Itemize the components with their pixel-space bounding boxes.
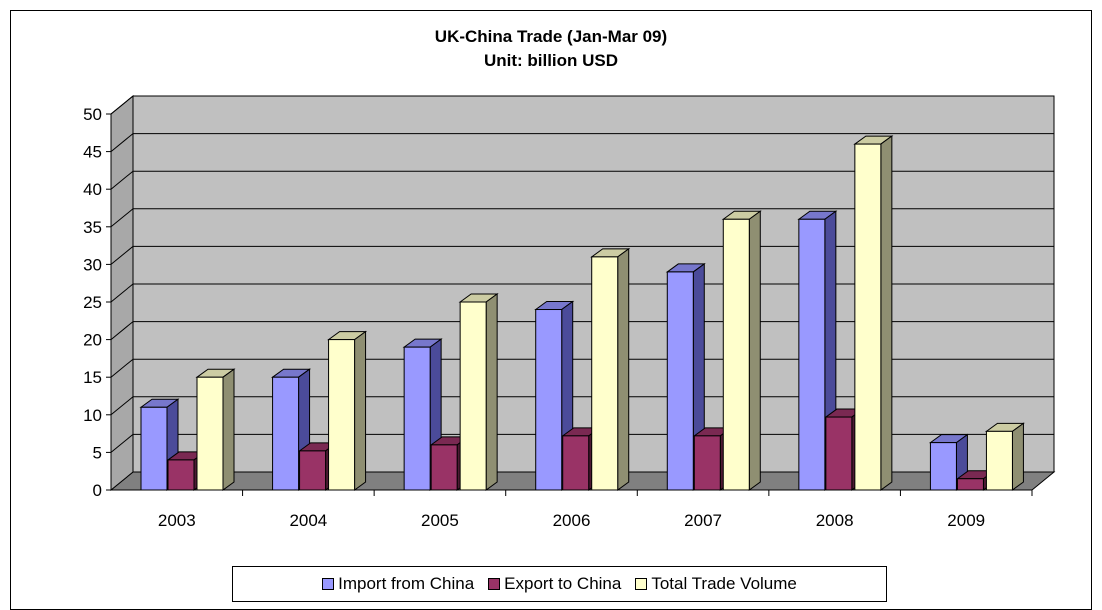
x-tick-label: 2004 bbox=[289, 511, 327, 530]
y-tick-label: 15 bbox=[83, 368, 102, 387]
y-tick-label: 25 bbox=[83, 293, 102, 312]
bar bbox=[853, 135, 894, 491]
legend-swatch-export bbox=[488, 578, 501, 590]
legend-label-import: Import from China bbox=[338, 574, 475, 593]
bar-front bbox=[299, 450, 327, 491]
x-tick-label: 2009 bbox=[947, 511, 985, 530]
bar-front bbox=[956, 478, 984, 491]
gridline-side bbox=[110, 95, 134, 115]
bar-front bbox=[562, 435, 590, 491]
x-tick-labels: 2003 2004 2005 2006 2007 2008 2009 bbox=[158, 490, 1033, 530]
bar bbox=[458, 293, 499, 491]
bar-side bbox=[354, 330, 367, 491]
gridline-side bbox=[110, 208, 134, 228]
bar-front bbox=[403, 346, 431, 491]
legend-swatch-total bbox=[635, 578, 648, 590]
bar bbox=[195, 368, 236, 491]
legend-item-total: Total Trade Volume bbox=[635, 574, 797, 594]
legend: Import from China Export to China Total … bbox=[232, 566, 887, 602]
legend-item-import: Import from China bbox=[322, 574, 474, 594]
y-tick-labels: 0 5 10 15 20 25 30 35 40 45 50 bbox=[83, 105, 111, 500]
bar-side bbox=[617, 247, 630, 491]
y-tick-label: 0 bbox=[93, 481, 102, 500]
x-tick-label: 2003 bbox=[158, 511, 196, 530]
bar-front bbox=[929, 442, 957, 491]
y-tick-label: 20 bbox=[83, 331, 102, 350]
y-tick-label: 40 bbox=[83, 180, 102, 199]
y-tick-label: 5 bbox=[93, 443, 102, 462]
bar-side bbox=[222, 368, 235, 491]
y-tick-label: 50 bbox=[83, 105, 102, 124]
bar-front bbox=[196, 376, 224, 491]
bar-front bbox=[459, 301, 487, 491]
legend-label-total: Total Trade Volume bbox=[651, 574, 797, 593]
bars bbox=[139, 135, 1025, 491]
bar-side bbox=[880, 135, 893, 491]
bar bbox=[590, 247, 631, 491]
x-tick-label: 2006 bbox=[553, 511, 591, 530]
bar-front bbox=[693, 435, 721, 491]
bar-front bbox=[272, 376, 300, 491]
x-tick-label: 2005 bbox=[421, 511, 459, 530]
bar-front bbox=[535, 309, 563, 491]
x-tick-label: 2008 bbox=[816, 511, 854, 530]
legend-swatch-import bbox=[322, 578, 335, 590]
bar-side bbox=[485, 293, 498, 491]
bar-front bbox=[825, 416, 853, 491]
bar-front bbox=[591, 256, 619, 491]
gridline-side bbox=[110, 396, 134, 416]
gridline-side bbox=[110, 358, 134, 378]
bar-side bbox=[748, 210, 761, 491]
gridline-side bbox=[110, 434, 134, 453]
bar-side bbox=[1011, 422, 1024, 491]
bar-front bbox=[854, 143, 882, 491]
gridline-side bbox=[110, 170, 134, 190]
x-tick-label: 2007 bbox=[684, 511, 722, 530]
gridline-side bbox=[110, 133, 134, 152]
gridline-side bbox=[110, 321, 134, 340]
bar-front bbox=[722, 218, 750, 491]
y-tick-label: 45 bbox=[83, 143, 102, 162]
legend-item-export: Export to China bbox=[488, 574, 621, 594]
bar-front bbox=[798, 218, 826, 491]
y-tick-label: 35 bbox=[83, 218, 102, 237]
y-tick-label: 30 bbox=[83, 255, 102, 274]
bar bbox=[984, 422, 1025, 491]
bar bbox=[327, 330, 368, 491]
chart-title: UK-China Trade (Jan-Mar 09) bbox=[434, 27, 668, 46]
y-tick-label: 10 bbox=[83, 406, 102, 425]
bar bbox=[721, 210, 762, 491]
bar-front bbox=[167, 459, 195, 491]
gridline-side bbox=[110, 246, 134, 265]
bar-front bbox=[985, 430, 1013, 491]
bar-front bbox=[140, 406, 168, 491]
bar-front bbox=[430, 444, 458, 491]
legend-label-export: Export to China bbox=[504, 574, 622, 593]
bar-front bbox=[666, 271, 694, 491]
gridline-side bbox=[110, 283, 134, 303]
bar-front bbox=[328, 339, 356, 491]
chart-subtitle: Unit: billion USD bbox=[483, 51, 619, 70]
